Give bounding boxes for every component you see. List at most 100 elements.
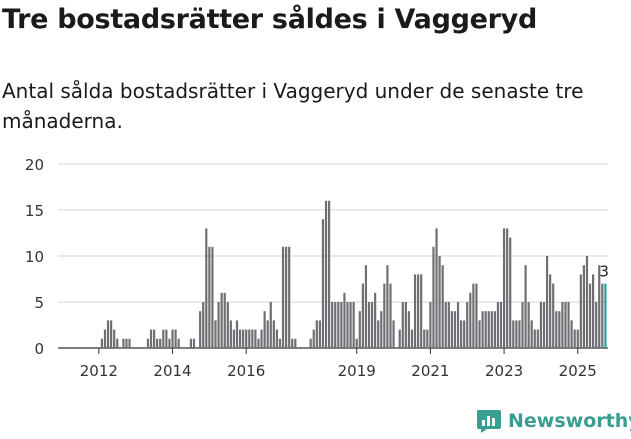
bar — [334, 302, 337, 348]
bar — [410, 329, 414, 348]
y-tick-label: 20 — [25, 156, 44, 174]
bar — [466, 302, 469, 348]
bar — [168, 338, 171, 348]
bar — [426, 329, 429, 348]
bar — [217, 302, 220, 348]
x-tick-label: 2012 — [80, 362, 118, 380]
bar — [512, 320, 515, 348]
bar — [235, 320, 239, 348]
bar — [595, 302, 598, 348]
bar — [291, 338, 294, 348]
bar — [238, 329, 242, 348]
bar — [460, 320, 463, 348]
bar — [588, 283, 592, 348]
bar — [585, 256, 589, 348]
bar — [561, 302, 564, 348]
bar — [549, 274, 552, 348]
bar — [153, 329, 156, 348]
x-tick-label: 2019 — [338, 362, 376, 380]
bar — [404, 302, 407, 348]
bar — [518, 320, 521, 348]
bar — [275, 329, 278, 348]
bar — [122, 338, 125, 348]
bar — [257, 338, 260, 348]
bar — [450, 311, 453, 348]
bar — [469, 292, 472, 348]
bar — [278, 338, 282, 348]
chart-subtitle: Antal sålda bostadsrätter i Vaggeryd und… — [2, 79, 584, 133]
bar — [386, 265, 389, 348]
bar — [352, 302, 355, 348]
bar — [202, 302, 205, 348]
bar — [346, 302, 349, 348]
bar — [288, 246, 291, 348]
bar — [260, 329, 263, 348]
bar — [435, 228, 438, 348]
bar — [380, 311, 383, 348]
bar — [558, 311, 561, 348]
bar — [432, 246, 435, 348]
bar — [579, 274, 582, 348]
x-tick-label: 2025 — [559, 362, 597, 380]
bar — [478, 320, 481, 348]
bar — [220, 292, 223, 348]
bar — [254, 329, 257, 348]
bar — [383, 283, 386, 348]
bar — [361, 283, 364, 348]
bar — [211, 246, 214, 348]
y-tick-label: 10 — [25, 248, 44, 266]
bar — [417, 274, 420, 348]
bar — [331, 302, 334, 348]
bar — [309, 338, 312, 348]
bar — [165, 329, 168, 348]
bar — [343, 292, 346, 348]
latest-value-label: 3 — [599, 263, 609, 281]
bar — [223, 292, 226, 348]
bar — [229, 320, 232, 348]
bar — [438, 256, 441, 348]
bar — [324, 200, 328, 348]
bar — [377, 320, 380, 348]
bar — [106, 320, 110, 348]
bar — [389, 283, 392, 348]
bar — [100, 338, 104, 348]
bar — [527, 302, 530, 348]
bar — [321, 219, 325, 348]
bar — [456, 302, 460, 348]
bar — [493, 311, 496, 348]
bar — [481, 311, 484, 348]
bar — [128, 338, 131, 348]
bar — [463, 320, 466, 348]
y-tick-label: 15 — [25, 202, 44, 220]
bar — [116, 338, 119, 348]
bar — [156, 338, 159, 348]
bar — [502, 228, 506, 348]
bar — [509, 237, 512, 348]
x-tick-label: 2021 — [411, 362, 449, 380]
bar — [205, 228, 208, 348]
bar — [542, 302, 546, 348]
bar — [367, 302, 371, 348]
bar — [177, 338, 180, 348]
bar — [475, 283, 478, 348]
bar — [337, 302, 340, 348]
bar — [199, 311, 202, 348]
bar — [444, 302, 447, 348]
bar — [318, 320, 321, 348]
bar — [564, 302, 567, 348]
bar — [429, 302, 432, 348]
bar — [487, 311, 490, 348]
bar — [490, 311, 493, 348]
brand-logo: Newsworthy — [476, 408, 631, 434]
bar — [312, 329, 315, 348]
bar — [420, 274, 423, 348]
bar — [232, 329, 236, 348]
bar — [208, 246, 211, 348]
bar — [536, 329, 539, 348]
bar — [472, 283, 475, 348]
bar — [533, 329, 536, 348]
bar — [392, 320, 395, 348]
x-tick-label: 2023 — [485, 362, 523, 380]
bar — [573, 329, 576, 348]
bar — [499, 302, 503, 348]
